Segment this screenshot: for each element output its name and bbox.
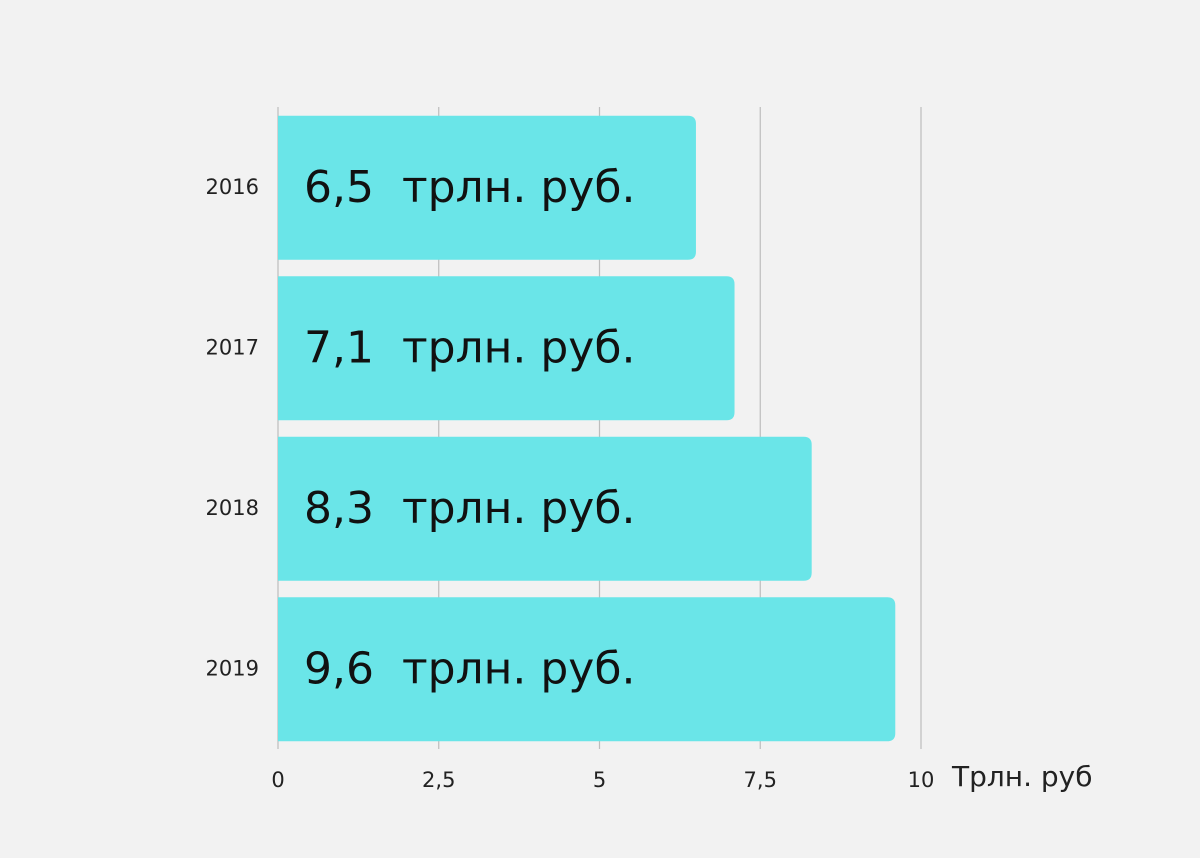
- bar: [278, 597, 896, 742]
- x-tick-label: 5: [593, 768, 606, 792]
- y-tick-label: 2017: [206, 335, 259, 359]
- x-tick-label: 0: [271, 768, 284, 792]
- y-tick-label: 2016: [206, 175, 259, 199]
- bar: [278, 436, 812, 581]
- bar: [278, 115, 696, 260]
- y-tick-label: 2018: [206, 496, 259, 520]
- value-label: 7,1 трлн. руб.: [304, 322, 635, 373]
- x-tick-label: 7,5: [744, 768, 777, 792]
- x-tick-label: 2,5: [422, 768, 455, 792]
- x-axis-label: Трлн. руб: [951, 760, 1093, 793]
- value-label: 6,5 трлн. руб.: [304, 162, 635, 213]
- value-label: 9,6 трлн. руб.: [304, 643, 635, 694]
- y-tick-label: 2019: [206, 656, 259, 680]
- bar: [278, 276, 735, 421]
- value-label: 8,3 трлн. руб.: [304, 483, 635, 534]
- x-tick-label: 10: [908, 768, 935, 792]
